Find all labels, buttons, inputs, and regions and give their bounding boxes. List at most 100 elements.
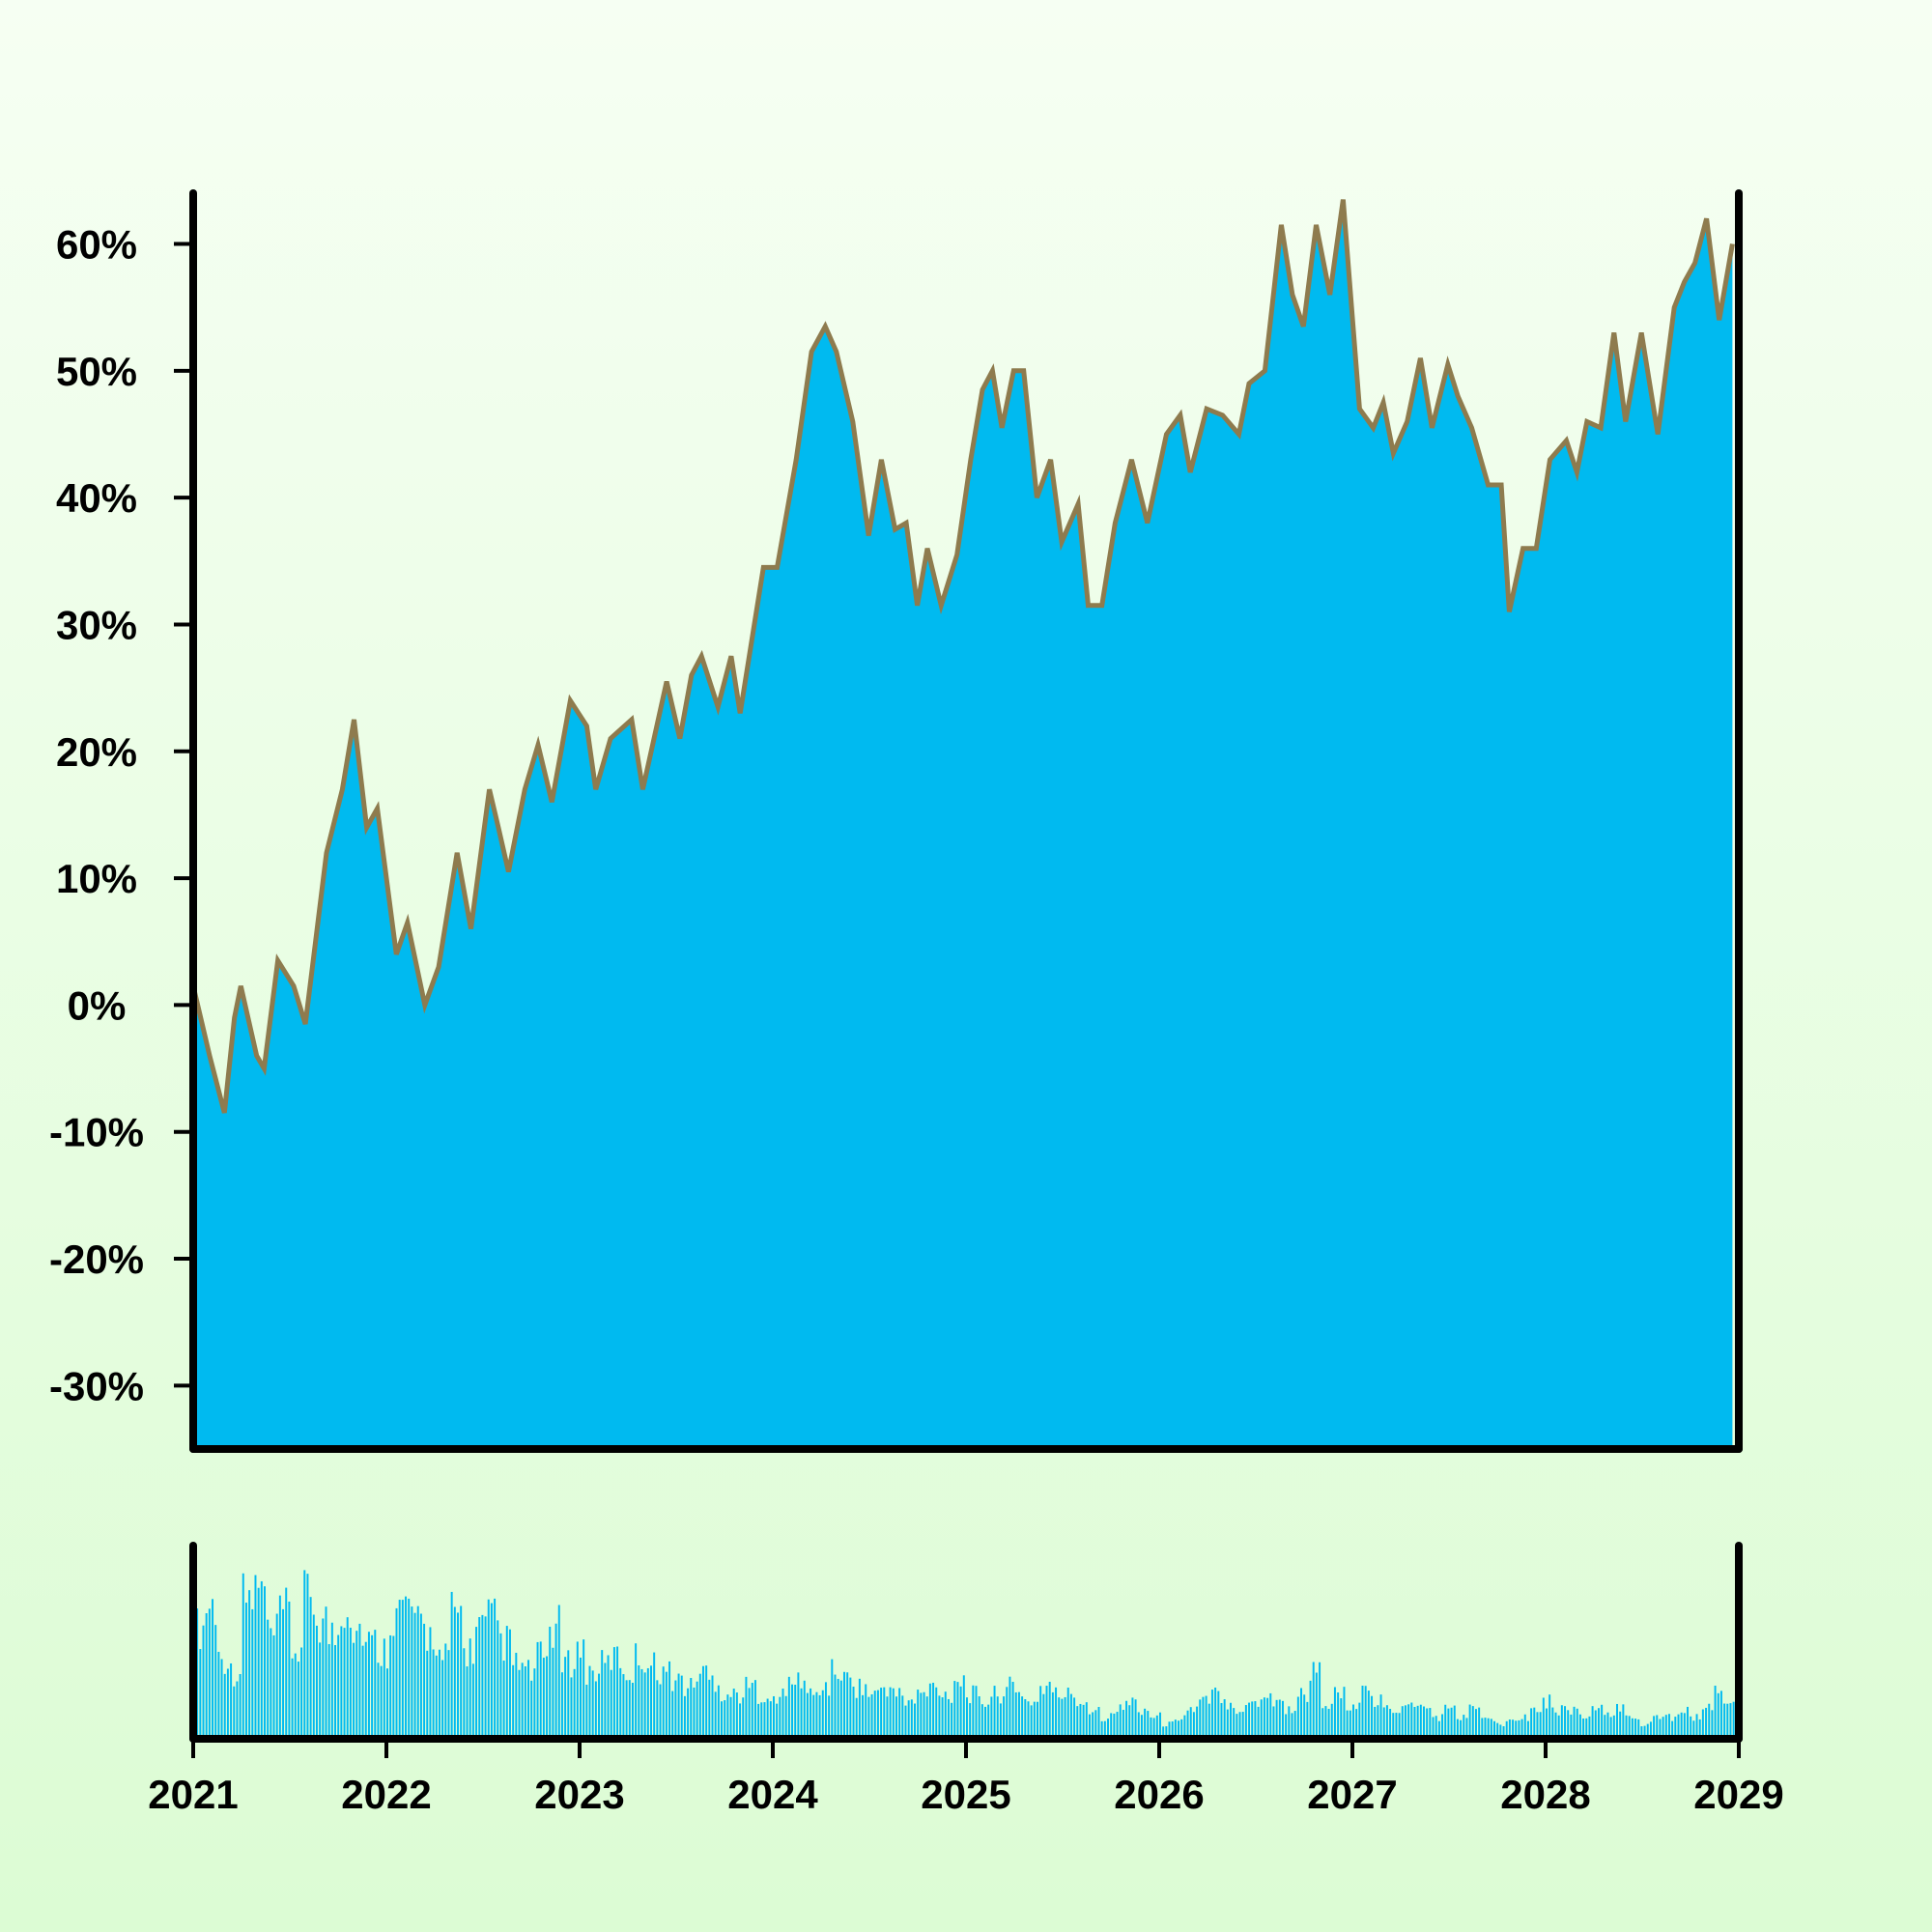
volume-bar (717, 1685, 720, 1739)
volume-bar (205, 1613, 208, 1739)
volume-bar (972, 1685, 975, 1739)
volume-bar (353, 1642, 355, 1739)
volume-bar (260, 1580, 263, 1739)
volume-bar (751, 1683, 753, 1739)
volume-bar (1551, 1707, 1554, 1739)
volume-bar (327, 1643, 330, 1739)
volume-bar (1714, 1686, 1717, 1739)
volume-bar (748, 1688, 751, 1739)
volume-bar (1416, 1705, 1419, 1739)
volume-bar (1361, 1686, 1364, 1739)
volume-bar (1155, 1715, 1158, 1739)
volume-bar (1674, 1717, 1677, 1739)
volume-bar (1275, 1699, 1278, 1739)
volume-bar (1441, 1714, 1444, 1739)
volume-bar (824, 1682, 827, 1739)
volume-bar (837, 1678, 839, 1739)
volume-bar (521, 1662, 524, 1739)
volume-bar (849, 1677, 852, 1739)
volume-bar (1137, 1712, 1140, 1739)
volume-bar (1573, 1706, 1576, 1739)
volume-bar (1515, 1720, 1518, 1739)
volume-bar (773, 1695, 775, 1739)
volume-bar (1530, 1708, 1533, 1739)
volume-bar (312, 1614, 315, 1739)
volume-bar (951, 1702, 953, 1739)
volume-bar (1631, 1718, 1634, 1739)
volume-bar (288, 1601, 291, 1739)
volume-bar (701, 1665, 704, 1739)
volume-bar (1557, 1715, 1560, 1739)
volume-bar (573, 1668, 576, 1739)
volume-bar (598, 1673, 601, 1739)
volume-bar (1729, 1703, 1732, 1739)
volume-bar (831, 1659, 834, 1739)
volume-bar (1671, 1720, 1674, 1739)
x-tick-label: 2022 (341, 1772, 431, 1817)
volume-bar (554, 1623, 557, 1739)
volume-bar (1223, 1699, 1226, 1739)
volume-bar (435, 1655, 438, 1739)
main-plot: 60% 50% 40% 30% 20% 10% 0% -10% -20% -30% (49, 189, 1743, 1453)
volume-bar (941, 1697, 944, 1739)
volume-bar (499, 1633, 502, 1739)
volume-bar (297, 1662, 299, 1739)
volume-bar (1546, 1708, 1548, 1739)
volume-bar (1437, 1720, 1440, 1739)
volume-bar (966, 1697, 968, 1739)
volume-bar (1178, 1720, 1180, 1739)
volume-bar (956, 1682, 959, 1739)
volume-bar (315, 1625, 318, 1739)
volume-bar (447, 1650, 450, 1739)
volume-bar (202, 1625, 205, 1739)
volume-bar (1588, 1716, 1591, 1739)
volume-bar (821, 1690, 824, 1739)
volume-bar (1061, 1698, 1064, 1739)
volume-bar (1241, 1712, 1244, 1739)
volume-bar (880, 1688, 883, 1739)
volume-bar (1564, 1706, 1567, 1739)
x-axis: 2021 2022 2023 2024 2025 2026 2027 2028 2029 (148, 1739, 1784, 1817)
volume-bar (1423, 1706, 1425, 1739)
volume-bar (1128, 1705, 1131, 1739)
volume-bar (1637, 1719, 1640, 1739)
volume-bar (236, 1681, 239, 1739)
volume-bar (1401, 1706, 1404, 1739)
volume-bar (429, 1627, 432, 1739)
volume-bar (1281, 1700, 1284, 1739)
volume-bar (1082, 1704, 1085, 1739)
volume-bar (1205, 1695, 1208, 1739)
volume-bar (233, 1686, 236, 1739)
volume-bar (1214, 1687, 1217, 1739)
volume-bar (1006, 1687, 1009, 1739)
volume-bar (1039, 1686, 1042, 1739)
volume-bar (1162, 1726, 1165, 1739)
volume-bar (1165, 1726, 1168, 1739)
volume-bar (282, 1608, 285, 1739)
volume-bar (1628, 1716, 1631, 1739)
volume-bar (1278, 1699, 1281, 1739)
volume-bar (1168, 1721, 1171, 1739)
volume-bar (560, 1672, 563, 1739)
volume-bar (1364, 1686, 1367, 1739)
volume-bar (791, 1684, 794, 1739)
volume-bar (732, 1689, 735, 1739)
volume-bar (254, 1575, 257, 1739)
volume-bar (745, 1676, 748, 1739)
volume-bar (601, 1650, 604, 1739)
volume-bar (677, 1673, 680, 1739)
volume-bar (1413, 1706, 1416, 1739)
volume-bar (1456, 1719, 1459, 1739)
volume-bar (1248, 1702, 1251, 1739)
volume-bar (779, 1696, 781, 1739)
volume-bar (582, 1639, 585, 1739)
volume-bar (1254, 1701, 1257, 1739)
volume-bar (539, 1641, 542, 1739)
volume-bar (907, 1700, 910, 1739)
volume-bar (1609, 1717, 1612, 1739)
volume-bar (1616, 1703, 1618, 1739)
volume-bar (557, 1605, 560, 1739)
volume-bar (419, 1613, 422, 1739)
volume-bar (1508, 1719, 1511, 1739)
volume-bar (278, 1595, 281, 1739)
